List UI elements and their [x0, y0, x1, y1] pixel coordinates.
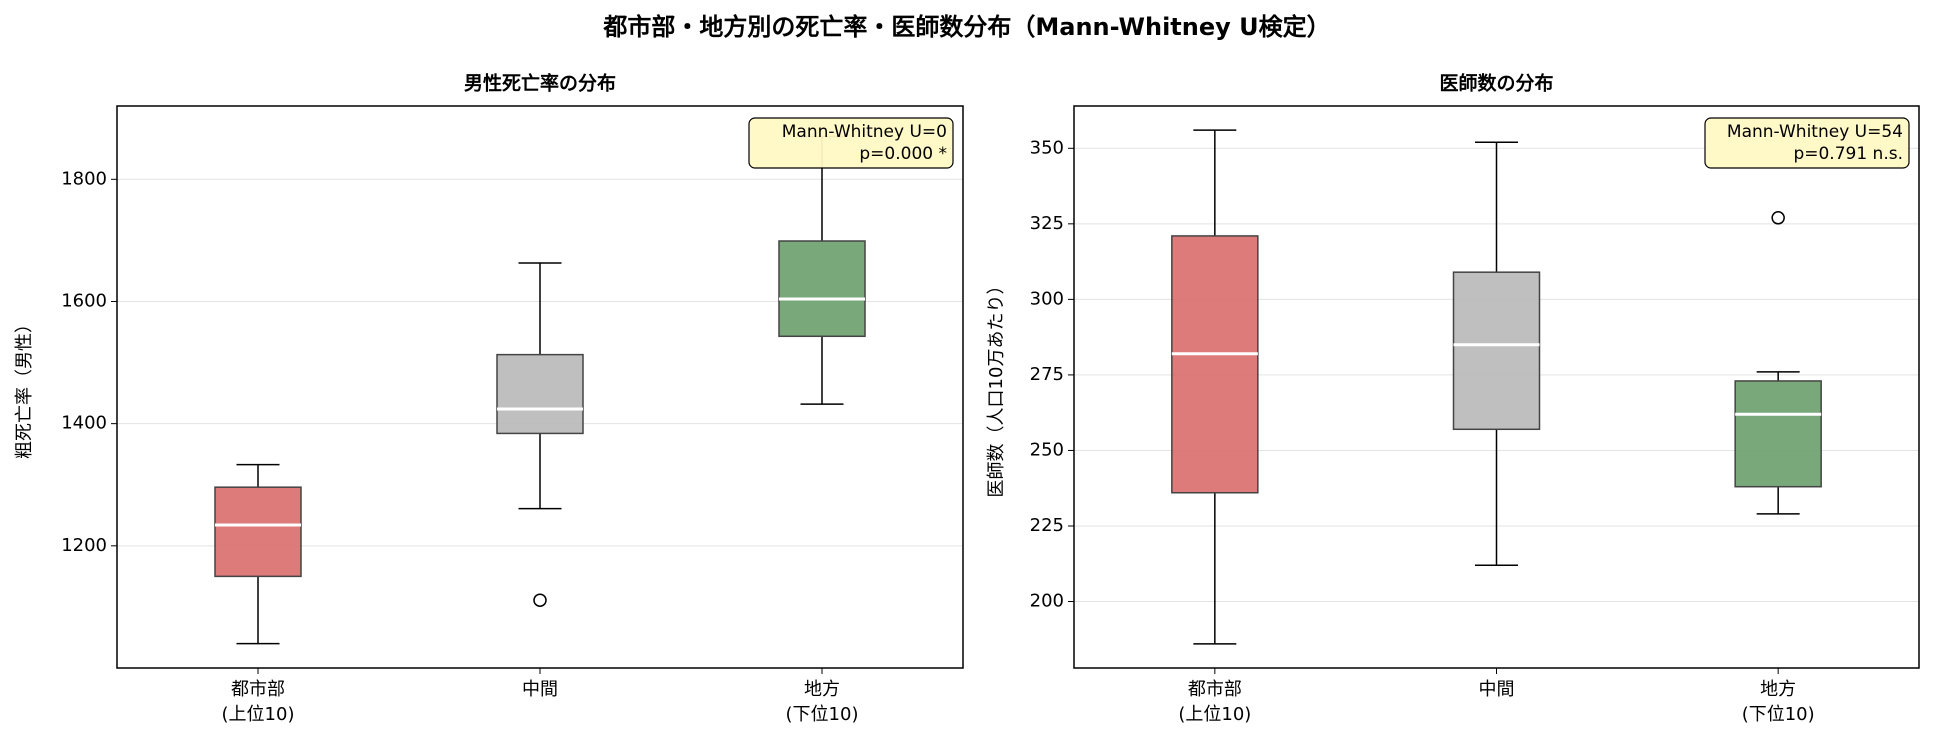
- y-tick-label: 275: [1030, 364, 1064, 385]
- y-tick-label: 1200: [61, 535, 107, 556]
- annotation-box: [1704, 117, 1910, 169]
- plot-frame: [116, 105, 964, 669]
- x-tick-label: (上位10): [222, 704, 295, 725]
- y-tick-label: 1800: [61, 168, 107, 189]
- y-axis-label: 粗死亡率（男性）: [14, 315, 35, 459]
- subplot-title: 男性死亡率の分布: [464, 72, 616, 95]
- y-tick-label: 200: [1030, 591, 1064, 612]
- y-tick-label: 1600: [61, 290, 107, 311]
- plot-frame: [1073, 105, 1920, 669]
- box: [496, 353, 584, 435]
- y-tick-label: 350: [1030, 137, 1064, 158]
- annotation-box: [748, 117, 954, 169]
- y-axis-label: 医師数（人口10万あたり）: [986, 277, 1007, 498]
- x-tick-label: (上位10): [1178, 704, 1251, 725]
- box: [1171, 235, 1259, 494]
- x-tick-label: 中間: [1479, 679, 1515, 700]
- subplot-title: 医師数の分布: [1439, 72, 1553, 95]
- outlier: [1771, 211, 1785, 225]
- box: [214, 486, 302, 578]
- figure-title: 都市部・地方別の死亡率・医師数分布（Mann-Whitney U検定）: [602, 13, 1330, 41]
- box: [1452, 271, 1541, 431]
- annotation-text: p=0.000 *: [859, 144, 947, 164]
- x-tick-label: (下位10): [786, 704, 859, 725]
- x-tick-label: (下位10): [1742, 704, 1815, 725]
- outlier: [533, 593, 547, 607]
- y-tick-label: 225: [1030, 515, 1064, 536]
- x-tick-label: 地方: [804, 679, 840, 700]
- y-tick-label: 325: [1030, 213, 1064, 234]
- x-tick-label: 地方: [1760, 679, 1796, 700]
- y-tick-label: 250: [1030, 439, 1064, 460]
- x-tick-label: 都市部: [231, 679, 285, 700]
- box: [1734, 380, 1822, 488]
- annotation-text: Mann-Whitney U=0: [782, 122, 947, 142]
- x-tick-label: 中間: [522, 679, 558, 700]
- box: [778, 240, 866, 338]
- y-tick-label: 1400: [61, 413, 107, 434]
- annotation-text: Mann-Whitney U=54: [1727, 122, 1903, 142]
- annotation-text: p=0.791 n.s.: [1793, 144, 1903, 164]
- y-tick-label: 300: [1030, 288, 1064, 309]
- x-tick-label: 都市部: [1188, 679, 1242, 700]
